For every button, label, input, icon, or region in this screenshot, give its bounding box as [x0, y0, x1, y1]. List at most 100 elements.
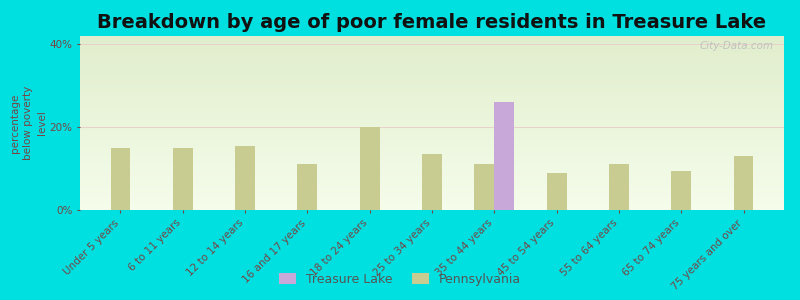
Bar	[80, 174, 784, 175]
Bar	[80, 123, 784, 124]
Bar	[80, 57, 784, 58]
Bar	[80, 54, 784, 55]
Bar	[80, 112, 784, 113]
Bar	[80, 132, 784, 133]
Bar	[80, 110, 784, 111]
Bar	[80, 88, 784, 89]
Bar	[80, 187, 784, 188]
Bar	[80, 203, 784, 204]
Bar	[80, 192, 784, 193]
Bar	[80, 87, 784, 88]
Bar	[80, 79, 784, 80]
Bar	[173, 148, 193, 210]
Y-axis label: percentage
below poverty
level: percentage below poverty level	[10, 86, 46, 160]
Bar	[80, 37, 784, 38]
Bar	[80, 183, 784, 184]
Bar	[80, 179, 784, 180]
Bar	[80, 189, 784, 190]
Bar	[80, 108, 784, 109]
Bar	[80, 204, 784, 205]
Bar	[298, 164, 318, 210]
Bar	[80, 150, 784, 151]
Bar	[80, 70, 784, 71]
Bar	[80, 81, 784, 82]
Bar	[80, 175, 784, 176]
Bar	[80, 186, 784, 187]
Bar	[80, 41, 784, 42]
Bar	[80, 144, 784, 145]
Bar	[80, 169, 784, 170]
Bar	[80, 133, 784, 134]
Bar	[80, 74, 784, 75]
Bar	[80, 171, 784, 172]
Bar	[80, 154, 784, 155]
Bar	[80, 209, 784, 210]
Bar	[80, 76, 784, 77]
Bar	[80, 39, 784, 40]
Bar	[80, 190, 784, 191]
Bar	[80, 46, 784, 47]
Bar	[80, 141, 784, 142]
Bar	[110, 148, 130, 210]
Bar	[494, 102, 514, 210]
Bar	[80, 102, 784, 103]
Bar	[80, 101, 784, 102]
Title: Breakdown by age of poor female residents in Treasure Lake: Breakdown by age of poor female resident…	[98, 13, 766, 32]
Bar	[80, 127, 784, 128]
Bar	[80, 158, 784, 159]
Bar	[80, 93, 784, 94]
Bar	[80, 173, 784, 174]
Bar	[80, 159, 784, 160]
Bar	[80, 61, 784, 62]
Bar	[80, 107, 784, 108]
Bar	[80, 167, 784, 168]
Legend: Treasure Lake, Pennsylvania: Treasure Lake, Pennsylvania	[274, 268, 526, 291]
Bar	[80, 115, 784, 116]
Bar	[80, 69, 784, 70]
Bar	[80, 128, 784, 129]
Bar	[80, 193, 784, 194]
Bar	[80, 131, 784, 132]
Bar	[80, 73, 784, 74]
Bar	[80, 66, 784, 67]
Bar	[80, 47, 784, 48]
Bar	[80, 178, 784, 179]
Bar	[80, 205, 784, 206]
Bar	[80, 68, 784, 69]
Bar	[80, 182, 784, 183]
Bar	[80, 185, 784, 186]
Bar	[80, 170, 784, 171]
Bar	[80, 139, 784, 140]
Bar	[80, 100, 784, 101]
Bar	[80, 143, 784, 144]
Bar	[80, 67, 784, 68]
Bar	[80, 38, 784, 39]
Bar	[80, 180, 784, 181]
Bar	[80, 99, 784, 100]
Bar	[80, 197, 784, 198]
Bar	[80, 151, 784, 152]
Bar	[422, 154, 442, 210]
Bar	[80, 90, 784, 91]
Bar	[80, 191, 784, 192]
Bar	[80, 40, 784, 41]
Bar	[80, 75, 784, 76]
Bar	[80, 136, 784, 137]
Bar	[80, 92, 784, 93]
Bar	[80, 52, 784, 53]
Bar	[80, 181, 784, 182]
Bar	[80, 155, 784, 156]
Bar	[80, 60, 784, 61]
Bar	[80, 106, 784, 107]
Bar	[80, 58, 784, 59]
Bar	[80, 84, 784, 85]
Bar	[80, 142, 784, 143]
Bar	[80, 117, 784, 118]
Bar	[80, 188, 784, 189]
Bar	[80, 126, 784, 127]
Bar	[360, 127, 380, 210]
Bar	[80, 91, 784, 92]
Bar	[80, 111, 784, 112]
Bar	[80, 56, 784, 57]
Bar	[80, 163, 784, 164]
